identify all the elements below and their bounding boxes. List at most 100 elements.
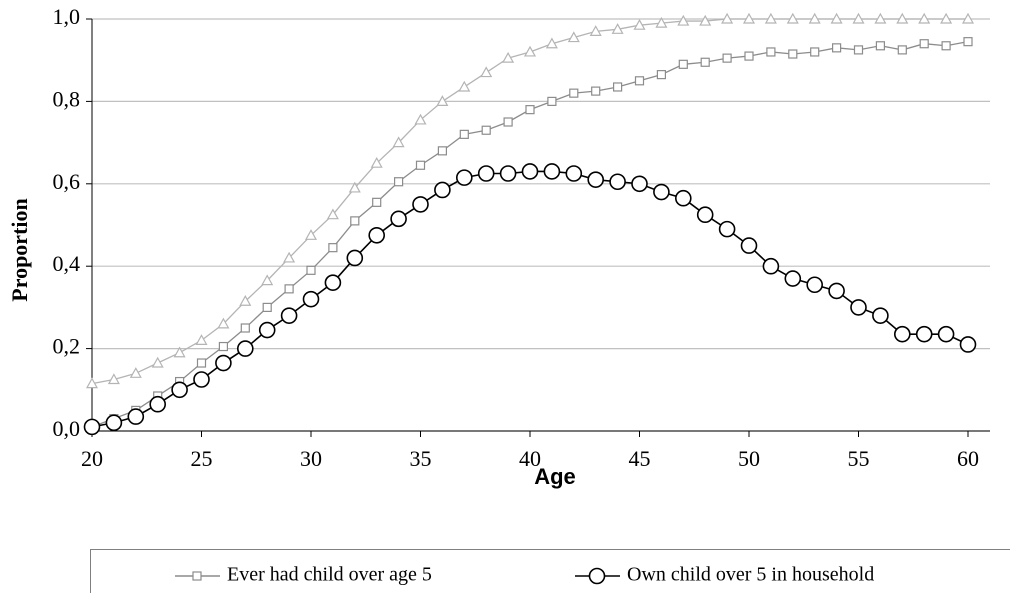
point: [718, 220, 736, 238]
point: [283, 251, 296, 263]
point: [919, 39, 929, 49]
point: [678, 59, 688, 69]
point: [239, 294, 252, 306]
point: [699, 14, 712, 26]
point: [896, 12, 909, 24]
x-tick-label: 25: [191, 446, 213, 471]
point: [696, 206, 714, 223]
point: [523, 45, 537, 57]
point: [875, 41, 886, 51]
point: [612, 82, 623, 92]
point: [346, 249, 364, 267]
y-axis-title: Proportion: [7, 198, 32, 301]
point: [852, 12, 865, 24]
point: [543, 163, 561, 180]
point: [893, 325, 911, 343]
point: [788, 49, 798, 59]
point: [372, 197, 382, 207]
point: [653, 183, 670, 201]
point: [700, 57, 710, 67]
point: [105, 414, 123, 432]
point: [808, 12, 821, 24]
point: [392, 136, 405, 148]
point: [328, 243, 338, 253]
point: [481, 125, 491, 135]
y-tick-label: 0,6: [53, 169, 81, 194]
point: [171, 381, 188, 399]
point: [151, 356, 164, 368]
x-tick-label: 60: [957, 446, 979, 471]
point: [961, 12, 975, 24]
point: [959, 336, 977, 353]
point: [810, 47, 820, 57]
point: [302, 290, 320, 308]
x-tick-label: 45: [629, 446, 651, 471]
point: [193, 371, 210, 388]
point: [477, 165, 495, 182]
x-tick-label: 55: [848, 446, 870, 471]
point: [828, 282, 845, 300]
point: [196, 358, 207, 368]
point: [567, 31, 580, 43]
point: [634, 76, 645, 86]
legend-marker: [192, 571, 202, 581]
point: [521, 163, 539, 180]
point: [107, 373, 120, 385]
point: [436, 95, 449, 106]
point: [525, 105, 535, 115]
point: [284, 284, 294, 294]
point: [569, 88, 579, 98]
point: [350, 216, 360, 226]
point: [370, 156, 383, 168]
point: [609, 173, 626, 191]
point: [806, 276, 824, 294]
y-tick-label: 0,0: [53, 416, 81, 441]
y-tick-label: 0,4: [53, 251, 81, 276]
point: [415, 160, 426, 170]
point: [850, 299, 867, 316]
x-tick-label: 20: [81, 446, 103, 471]
point: [390, 210, 407, 228]
point: [280, 307, 298, 324]
point: [414, 113, 427, 125]
point: [218, 341, 228, 352]
point: [633, 18, 646, 30]
point: [215, 354, 232, 372]
point: [897, 45, 907, 55]
point: [326, 208, 339, 220]
point: [591, 86, 601, 96]
point: [722, 53, 732, 63]
point: [195, 334, 208, 345]
series-line: [91, 18, 968, 385]
point: [547, 96, 557, 107]
point: [240, 323, 250, 333]
y-tick-label: 1,0: [53, 4, 81, 29]
point: [872, 307, 889, 324]
point: [742, 12, 756, 24]
point: [348, 181, 361, 193]
point: [677, 14, 690, 26]
point: [217, 317, 230, 329]
point: [766, 47, 776, 57]
legend-label: Own child over 5 in household: [627, 564, 874, 586]
x-tick-label: 50: [738, 446, 760, 471]
point: [149, 395, 166, 413]
point: [85, 377, 99, 389]
legend-marker: [588, 567, 606, 585]
point: [258, 321, 276, 339]
point: [262, 302, 272, 312]
point: [874, 12, 887, 24]
point: [853, 45, 864, 55]
point: [480, 66, 493, 78]
point: [764, 12, 777, 24]
point: [129, 367, 142, 378]
point: [937, 325, 955, 343]
x-tick-label: 40: [519, 446, 541, 471]
point: [740, 237, 758, 254]
point: [459, 129, 469, 139]
point: [589, 25, 602, 36]
point: [261, 274, 274, 286]
point: [655, 16, 668, 28]
point: [940, 12, 953, 24]
